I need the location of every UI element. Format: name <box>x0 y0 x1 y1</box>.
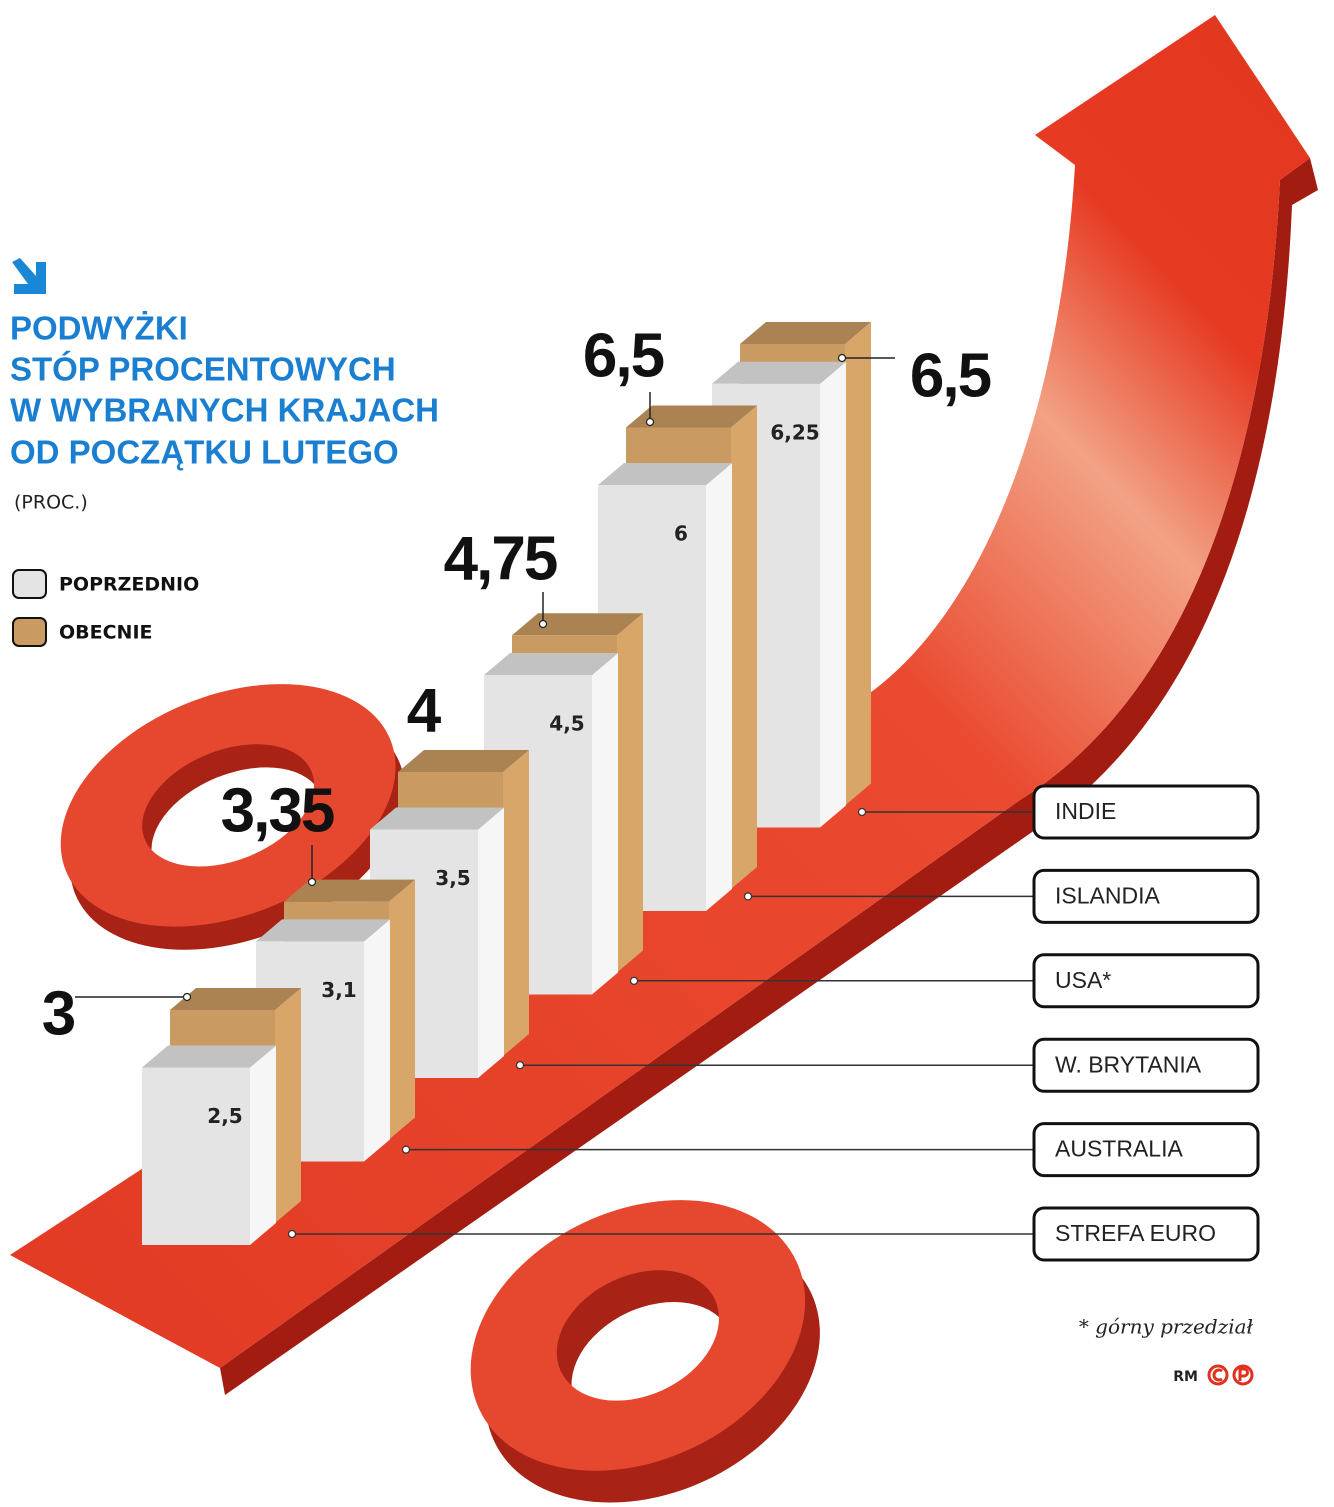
leader-dot <box>743 892 753 901</box>
footnote: * górny przedział <box>1079 1315 1254 1339</box>
bar-top <box>284 879 415 902</box>
bar-top <box>626 405 757 428</box>
bar-side <box>617 613 643 973</box>
bar-side <box>592 653 618 995</box>
bar-side <box>364 919 390 1162</box>
bar-top <box>512 613 643 636</box>
bar-top <box>740 322 871 344</box>
bar-top <box>170 988 301 1010</box>
category-box <box>1032 1037 1260 1093</box>
bar-side <box>389 879 415 1140</box>
leader-dot <box>837 353 847 363</box>
big-value-label: 4 <box>407 676 442 745</box>
category-box <box>1032 868 1260 924</box>
category-box <box>1032 953 1260 1009</box>
category-label: W. BRYTANIA <box>1055 1051 1202 1077</box>
bar-top <box>256 919 390 942</box>
legend-label: POPRZEDNIO <box>59 574 199 596</box>
bar <box>142 1067 250 1245</box>
bar-side <box>250 1045 276 1245</box>
category-label: STREFA EURO <box>1055 1220 1216 1246</box>
bar-top <box>484 653 618 675</box>
leader-dot <box>287 1229 297 1239</box>
publisher-logo <box>1207 1364 1254 1386</box>
category-label: ISLANDIA <box>1055 882 1160 908</box>
bar-side <box>275 988 301 1223</box>
value-label: 3,5 <box>435 866 470 890</box>
title-icon <box>12 258 46 294</box>
value-label: 6,25 <box>770 420 819 444</box>
category-box <box>1032 1122 1260 1178</box>
leader-dot <box>182 992 192 1002</box>
big-value-label: 6,5 <box>583 321 664 390</box>
title-line: W WYBRANYCH KRAJACH <box>10 392 439 429</box>
subtitle: (PROC.) <box>14 492 88 514</box>
plot: 6,25 6 4,5 3,5 3,1 2,5 STREFA EURO 3 AUSTRALIA 3,… <box>12 321 1260 1262</box>
bar-side <box>478 807 504 1078</box>
percent-ring-bottom <box>470 1200 820 1503</box>
leader-dot <box>307 877 317 887</box>
big-value-label: 3,35 <box>221 776 334 845</box>
bar-side <box>706 463 732 911</box>
arrow-side <box>220 158 1318 1395</box>
bar-top <box>598 463 732 485</box>
leader-dot <box>629 976 639 985</box>
leader-dot <box>857 807 867 817</box>
bar-side <box>731 405 757 889</box>
category-label: INDIE <box>1055 798 1116 824</box>
leader-dot <box>538 619 548 629</box>
big-value-label: 4,75 <box>444 524 557 593</box>
leader-dot <box>401 1145 411 1154</box>
bar-side <box>820 361 846 828</box>
bar-top <box>142 1045 276 1068</box>
value-label: 4,5 <box>549 712 584 736</box>
title: PODWYŻKI STÓP PROCENTOWYCH W WYBRANYCH K… <box>10 310 439 471</box>
title-line: PODWYŻKI <box>10 310 188 347</box>
title-line: OD POCZĄTKU LUTEGO <box>10 434 399 471</box>
legend-swatch <box>12 617 47 647</box>
bar-side <box>503 750 529 1056</box>
title-line: STÓP PROCENTOWYCH <box>10 351 396 388</box>
category-box <box>1032 784 1260 840</box>
arrow-band <box>10 15 1310 1368</box>
bar-top <box>370 807 504 830</box>
value-label: 2,5 <box>207 1104 242 1128</box>
category-label: USA* <box>1055 967 1111 993</box>
value-label: 3,1 <box>321 978 356 1002</box>
category-label: AUSTRALIA <box>1055 1136 1183 1162</box>
bar-top <box>398 750 529 772</box>
big-value-label: 3 <box>42 979 75 1048</box>
bar-side <box>845 322 871 806</box>
legend-label: OBECNIE <box>59 622 153 644</box>
leader-dot <box>645 417 655 427</box>
big-value-label: 6,5 <box>910 341 991 410</box>
bar-top <box>712 361 846 384</box>
category-box <box>1032 1206 1260 1262</box>
leader-dot <box>515 1061 525 1070</box>
credit: RM <box>1173 1369 1198 1385</box>
value-label: 6 <box>674 522 688 546</box>
legend-swatch <box>12 569 47 599</box>
